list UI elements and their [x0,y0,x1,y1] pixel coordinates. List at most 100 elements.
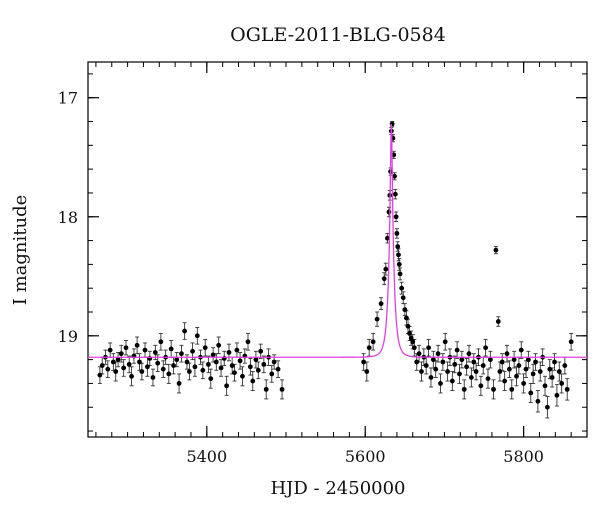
data-point [392,191,398,197]
data-point [414,359,420,365]
data-point [473,369,479,374]
data-point [521,381,527,386]
data-point [457,371,462,377]
error-bars [97,121,574,419]
data-point [544,404,550,410]
chart-title: OGLE-2011-BLG-0584 [230,24,446,46]
data-point [166,371,172,377]
data-point [381,276,387,282]
data-point [504,351,510,357]
data-point [275,366,281,372]
axis-tick-labels: 5400 5600 5800 17 18 19 [58,89,544,466]
data-point [552,359,557,365]
data-point [224,383,230,389]
data-point [485,376,491,382]
data-point [202,345,208,351]
data-point [466,351,472,357]
data-point [402,307,408,313]
data-point [568,339,574,345]
data-point [408,335,414,341]
data-point [121,365,127,371]
data-point [253,357,259,363]
data-point [208,376,214,382]
data-point [428,375,434,380]
y-tick-label: 19 [58,327,78,346]
plot-frame [87,61,588,438]
data-point [361,359,367,365]
data-point [389,121,395,127]
data-point [186,369,192,374]
data-point [258,348,264,354]
data-point [383,266,389,272]
data-point [511,357,517,363]
data-point [516,363,522,368]
data-point [174,357,180,363]
data-point [405,323,411,329]
data-point [393,214,399,220]
data-point [493,247,499,253]
data-point [150,375,156,380]
data-point [205,361,211,367]
data-point [158,339,164,345]
data-point [263,386,269,392]
data-point [182,328,188,334]
data-point [509,386,515,392]
data-point [411,345,417,351]
data-point [410,339,416,345]
data-point [226,350,232,355]
data-point [480,363,486,368]
data-point [394,231,400,236]
data-point [245,339,251,345]
data-point [200,367,206,373]
data-point [392,173,397,179]
data-point [483,345,489,351]
data-point [452,361,458,367]
data-point [461,386,467,392]
data-point [216,342,222,348]
data-point [374,316,380,322]
data-point [255,367,261,373]
data-point [438,381,443,386]
data-point [234,347,240,353]
data-point [564,386,570,392]
data-point [139,369,145,374]
data-point [449,378,455,384]
data-point [107,347,113,353]
data-point [269,371,275,377]
data-point [459,357,465,363]
y-tick-label: 18 [58,208,78,227]
data-point [435,351,441,357]
data-point [171,363,176,368]
data-point [514,373,519,379]
data-point [497,369,503,374]
data-point [395,244,401,249]
data-point [562,363,568,368]
data-point [407,331,412,336]
data-point [386,209,392,215]
data-point [279,386,285,392]
data-point [499,359,505,365]
data-point [495,319,501,324]
data-point [378,301,384,307]
data-point [213,359,219,365]
x-tick-label: 5800 [503,447,544,466]
data-point [454,347,460,353]
data-point [445,369,450,374]
data-point [440,359,446,365]
data-point [416,351,422,357]
data-point [218,365,224,371]
data-point [113,369,119,374]
data-point [396,261,402,267]
data-point [229,363,235,368]
data-point [478,383,484,389]
data-point [247,364,253,370]
data-point [142,347,148,353]
data-point [542,383,548,389]
data-point [210,352,216,358]
data-point [487,357,493,363]
data-point [399,285,405,291]
model-curve [88,123,587,358]
data-point [491,386,496,392]
data-point [366,345,372,351]
